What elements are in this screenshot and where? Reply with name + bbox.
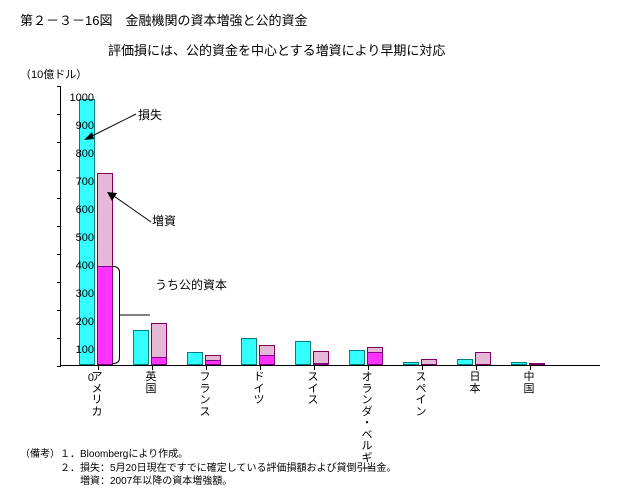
y-tick-label: 600 [62, 204, 94, 216]
y-tick-label: 1000 [62, 92, 94, 104]
bar-loss [457, 359, 473, 365]
category-label: アメリカ [89, 372, 105, 418]
bar-group [287, 85, 341, 365]
note-line-3: 増資：2007年以降の資本増強額。 [20, 475, 396, 489]
bar-group [503, 85, 557, 365]
y-tick-label: 500 [62, 232, 94, 244]
category-label: フランス [197, 372, 213, 418]
bar-loss [133, 330, 149, 365]
chart-notes: （備考）１．Bloombergにより作成。 ２．損失：5月20日現在ですでに確定… [20, 448, 396, 489]
category-label: ドイツ [251, 372, 267, 407]
bar-group [233, 85, 287, 365]
category-label: 中国 [521, 372, 537, 395]
y-tick-mark [57, 338, 61, 339]
bar-loss [295, 341, 311, 365]
anno-public: うち公的資本 [155, 276, 227, 293]
y-tick-mark [57, 170, 61, 171]
x-tick-mark [422, 366, 423, 370]
bar-public [97, 266, 113, 365]
anno-capital: 増資 [152, 212, 176, 229]
anno-public-brace [112, 266, 120, 364]
y-tick-label: 200 [62, 316, 94, 328]
x-tick-mark [314, 366, 315, 370]
y-tick-label: 400 [62, 260, 94, 272]
bar-group [179, 85, 233, 365]
y-tick-mark [57, 198, 61, 199]
anno-loss: 損失 [138, 106, 162, 123]
bar-public [259, 355, 275, 365]
y-tick-mark [57, 282, 61, 283]
y-tick-mark [57, 142, 61, 143]
x-tick-mark [476, 366, 477, 370]
category-label: 日本 [467, 372, 483, 395]
y-tick-label: 700 [62, 176, 94, 188]
anno-public-tick [120, 312, 154, 318]
bar-public [313, 363, 329, 365]
y-tick-label: 300 [62, 288, 94, 300]
bar-public [205, 360, 221, 365]
x-tick-mark [206, 366, 207, 370]
x-tick-mark [368, 366, 369, 370]
y-tick-label: 800 [62, 148, 94, 160]
bar-loss [241, 338, 257, 365]
category-label: オランダ・ベルギー [359, 372, 375, 476]
y-tick-mark [57, 114, 61, 115]
bar-group [395, 85, 449, 365]
bar-loss [511, 362, 527, 365]
chart-title: 第２－３－16図 金融機関の資本増強と公的資金 [20, 10, 307, 29]
x-tick-mark [98, 366, 99, 370]
category-label: スイス [305, 372, 321, 407]
y-tick-mark [57, 310, 61, 311]
y-tick-mark [57, 366, 61, 367]
y-tick-label: 900 [62, 120, 94, 132]
bar-capital [475, 352, 491, 365]
x-tick-mark [152, 366, 153, 370]
y-tick-mark [57, 226, 61, 227]
bar-group [449, 85, 503, 365]
y-axis-label: （10億ドル） [20, 66, 87, 82]
chart-plot-area [60, 86, 600, 366]
bar-group [341, 85, 395, 365]
y-tick-mark [57, 254, 61, 255]
x-tick-mark [530, 366, 531, 370]
anno-capital-arrow [105, 190, 153, 226]
bar-loss [187, 352, 203, 365]
y-tick-mark [57, 86, 61, 87]
bar-loss [349, 350, 365, 365]
y-tick-label: 100 [62, 344, 94, 356]
bar-capital [529, 363, 545, 365]
bar-loss [403, 362, 419, 365]
category-label: スペイン [413, 372, 429, 418]
x-tick-mark [260, 366, 261, 370]
bar-public [151, 357, 167, 365]
bar-public [367, 352, 383, 365]
bar-capital [421, 359, 437, 365]
category-label: 英国 [143, 372, 159, 395]
note-line-1: （備考）１．Bloombergにより作成。 [20, 448, 396, 462]
chart-subtitle: 評価損には、公的資金を中心とする増資により早期に対応 [108, 40, 445, 59]
note-line-2: ２．損失：5月20日現在ですでに確定している評価損額および貸倒引当金。 [20, 462, 396, 476]
